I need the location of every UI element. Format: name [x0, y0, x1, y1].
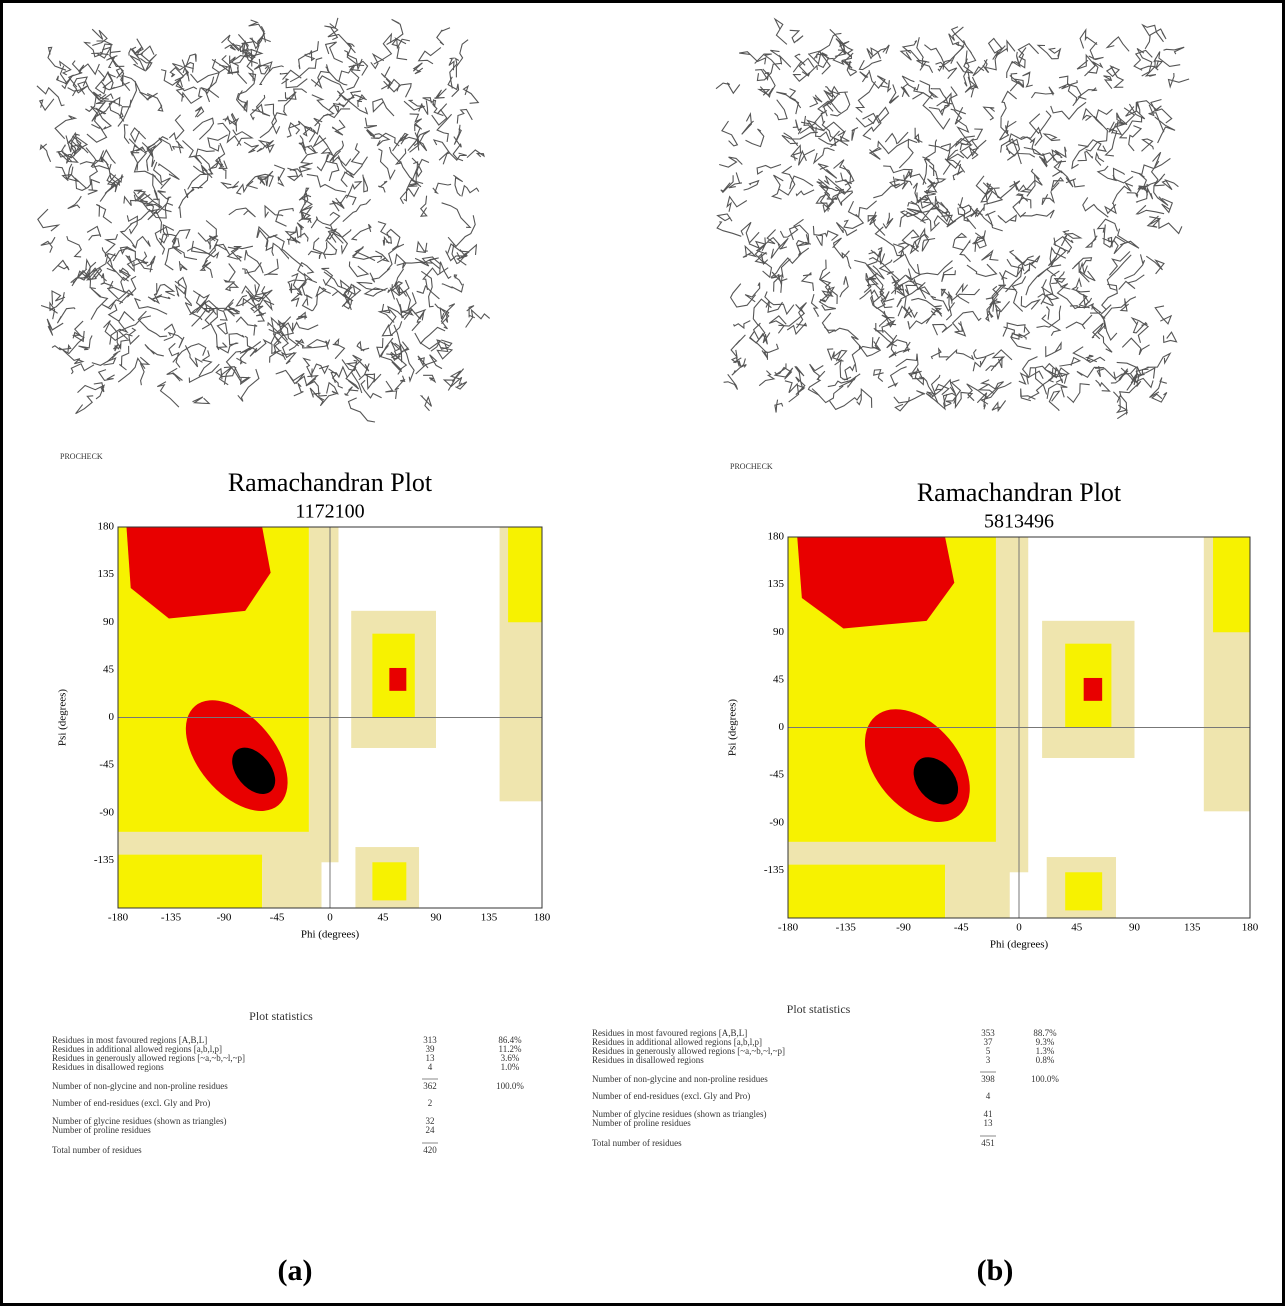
- region: [1213, 537, 1250, 632]
- stats-count: 13: [984, 1118, 994, 1128]
- y-tick-label: 180: [98, 521, 115, 533]
- region: [1065, 872, 1102, 910]
- stats-label: Number of non-glycine and non-proline re…: [592, 1074, 768, 1084]
- y-tick-label: 135: [98, 568, 115, 580]
- x-tick-label: -45: [954, 922, 969, 934]
- region: [1084, 678, 1102, 701]
- stats-count: 2: [428, 1098, 433, 1108]
- stats-count: 4: [428, 1062, 433, 1072]
- panel-caption: (b): [977, 1254, 1014, 1287]
- y-axis-label: Psi (degrees): [727, 699, 739, 756]
- stats-count: 420: [423, 1145, 437, 1155]
- y-tick-label: 90: [773, 626, 785, 638]
- x-tick-label: -135: [161, 912, 182, 924]
- y-tick-label: 90: [103, 616, 115, 628]
- y-tick-label: -135: [764, 864, 785, 876]
- x-tick-label: -90: [896, 922, 911, 934]
- stats-percent: 0.8%: [1036, 1055, 1055, 1065]
- x-tick-label: 135: [481, 912, 498, 924]
- x-tick-label: -180: [778, 922, 799, 934]
- region: [508, 527, 542, 622]
- plot-title: Ramachandran Plot: [228, 468, 433, 497]
- y-tick-label: 180: [768, 531, 785, 543]
- stats-percent: 100.0%: [496, 1081, 524, 1091]
- region: [118, 855, 262, 908]
- stats-count: 451: [981, 1138, 995, 1148]
- x-tick-label: 0: [327, 912, 333, 924]
- stats-label: Number of proline residues: [592, 1118, 691, 1128]
- stats-title: Plot statistics: [249, 1009, 313, 1023]
- stats-label: Total number of residues: [52, 1145, 142, 1155]
- x-tick-label: 90: [1129, 922, 1141, 934]
- stats-count: 398: [981, 1074, 995, 1084]
- panel-caption: (a): [278, 1254, 313, 1287]
- y-tick-label: 0: [109, 711, 115, 723]
- y-tick-label: -90: [769, 816, 784, 828]
- x-tick-label: -45: [270, 912, 285, 924]
- x-tick-label: 90: [431, 912, 443, 924]
- stats-percent: 1.0%: [501, 1062, 520, 1072]
- x-tick-label: 45: [378, 912, 390, 924]
- figure: PROCHECK Ramachandran Plot 1172100 -180 -135…: [0, 0, 1285, 1306]
- y-tick-label: -45: [769, 769, 784, 781]
- region: [372, 862, 406, 900]
- y-tick-label: -135: [94, 854, 115, 866]
- y-tick-label: 135: [768, 578, 785, 590]
- stats-label: Residues in disallowed regions: [592, 1055, 704, 1065]
- x-tick-label: -90: [217, 912, 232, 924]
- x-tick-label: 135: [1184, 922, 1201, 934]
- region: [389, 668, 406, 691]
- stats-count: 3: [986, 1055, 991, 1065]
- y-tick-label: 0: [779, 721, 785, 733]
- stats-title: Plot statistics: [787, 1002, 851, 1016]
- stats-label: Total number of residues: [592, 1138, 682, 1148]
- stats-label: Number of end-residues (excl. Gly and Pr…: [52, 1098, 210, 1108]
- region: [788, 865, 945, 918]
- plot-id: 1172100: [295, 501, 364, 523]
- stats-percent: 100.0%: [1031, 1074, 1059, 1084]
- region: [262, 839, 321, 908]
- x-tick-label: -180: [108, 912, 129, 924]
- y-tick-label: -45: [99, 759, 114, 771]
- x-axis-label: Phi (degrees): [301, 929, 360, 941]
- x-tick-label: 45: [1071, 922, 1083, 934]
- x-tick-label: 0: [1016, 922, 1022, 934]
- stats-label: Number of proline residues: [52, 1125, 151, 1135]
- stats-count: 4: [986, 1091, 991, 1101]
- stats-label: Number of end-residues (excl. Gly and Pr…: [592, 1091, 750, 1101]
- stats-label: Residues in disallowed regions: [52, 1062, 164, 1072]
- stats-count: 362: [423, 1081, 437, 1091]
- x-tick-label: 180: [1242, 922, 1259, 934]
- stats-label: Number of non-glycine and non-proline re…: [52, 1081, 228, 1091]
- y-tick-label: 45: [103, 663, 115, 675]
- y-axis-label: Psi (degrees): [57, 689, 69, 746]
- x-axis-label: Phi (degrees): [990, 939, 1049, 951]
- y-tick-label: 45: [773, 673, 785, 685]
- stats-count: 24: [426, 1125, 436, 1135]
- program-label: PROCHECK: [730, 462, 773, 471]
- plot-id: 5813496: [984, 511, 1054, 533]
- x-tick-label: 180: [534, 912, 551, 924]
- plot-title: Ramachandran Plot: [917, 478, 1122, 507]
- program-label: PROCHECK: [60, 452, 103, 461]
- x-tick-label: -135: [836, 922, 857, 934]
- y-tick-label: -90: [99, 806, 114, 818]
- region: [945, 849, 1010, 918]
